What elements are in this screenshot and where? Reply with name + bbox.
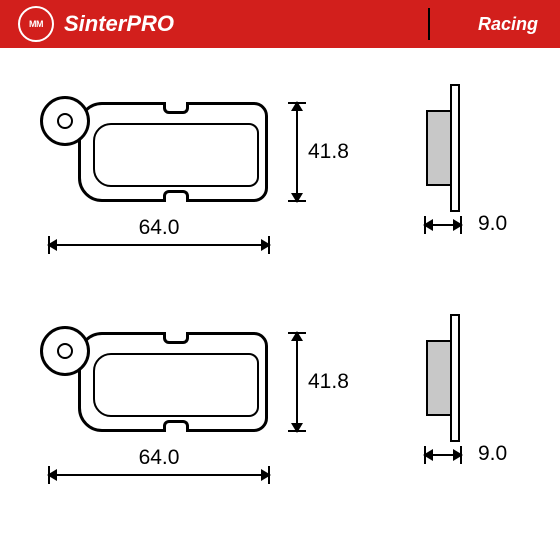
brake-pad-side-1	[426, 84, 460, 212]
dim-width-2-value: 64.0	[139, 446, 180, 470]
brake-pad-side-2	[426, 314, 460, 442]
header-divider	[428, 8, 430, 40]
brand-name: SinterPRO	[64, 11, 174, 37]
logo-text: MM	[29, 19, 43, 29]
dim-thickness-2	[424, 454, 462, 456]
header-bar: MM SinterPRO Racing	[0, 0, 560, 48]
category-label: Racing	[478, 14, 538, 35]
dim-width-1-value: 64.0	[139, 216, 180, 240]
dim-height-2-value: 41.8	[308, 370, 349, 394]
dim-width-2: 64.0	[48, 446, 270, 476]
dim-thickness-2-value: 9.0	[478, 442, 507, 466]
dim-thickness-1	[424, 224, 462, 226]
dim-height-1: 41.8	[296, 102, 349, 202]
brake-pad-front-1	[78, 96, 278, 206]
brand-logo-icon: MM	[18, 6, 54, 42]
technical-drawing: 41.8 64.0 9.0 41.8 64.	[0, 48, 560, 560]
dim-height-1-value: 41.8	[308, 140, 349, 164]
dim-thickness-1-value: 9.0	[478, 212, 507, 236]
dim-height-2: 41.8	[296, 332, 349, 432]
dim-width-1: 64.0	[48, 216, 270, 246]
brake-pad-front-2	[78, 326, 278, 436]
